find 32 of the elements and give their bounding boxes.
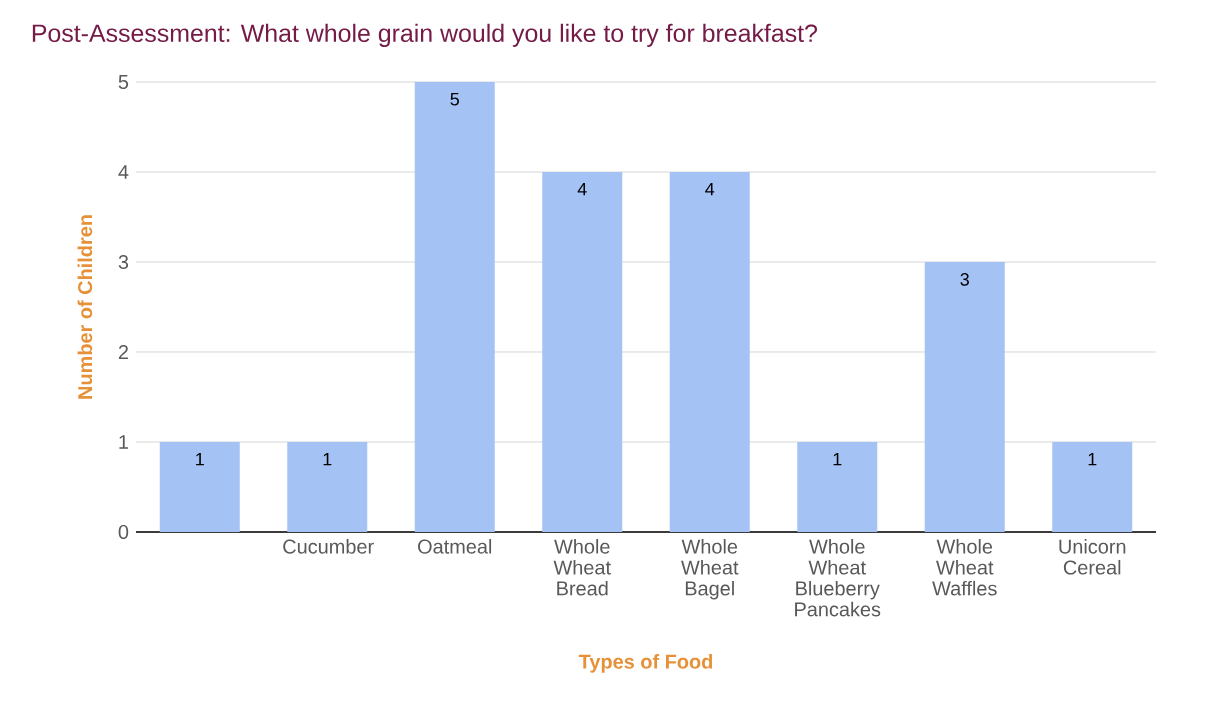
data-label: 1 [1088, 453, 1097, 466]
y-tick-label: 0 [118, 524, 129, 540]
data-label: 5 [450, 93, 459, 106]
data-label: 3 [960, 273, 969, 286]
bar [414, 82, 495, 532]
x-tick-label: Cucumber [283, 539, 374, 554]
x-tick-label: Unicorn Cereal [1059, 539, 1126, 575]
chart-title: Post-Assessment: What whole grain would you like to try for breakfast? [32, 23, 818, 47]
bar [669, 172, 750, 532]
x-axis-title: Types of Food [578, 654, 713, 673]
bar [797, 442, 878, 532]
bar [1052, 442, 1133, 532]
data-label: 1 [323, 453, 332, 466]
bar [287, 442, 368, 532]
x-tick-label: Whole Wheat Blueberry Pancakes [795, 539, 881, 617]
x-tick-label: Whole Wheat Waffles [932, 539, 997, 596]
y-tick-label: 1 [119, 435, 128, 449]
data-label: 1 [833, 453, 842, 466]
x-tick-label: Oatmeal [418, 539, 492, 554]
bar [159, 442, 240, 532]
y-tick-label: 4 [118, 165, 129, 179]
y-tick-label: 3 [118, 254, 129, 270]
x-tick-label: Whole Wheat Bagel [681, 539, 739, 600]
data-label: 1 [196, 453, 204, 466]
data-label: 4 [705, 183, 715, 196]
y-tick-label: 5 [118, 75, 129, 89]
data-label: 4 [577, 183, 587, 196]
y-tick-label: 2 [118, 345, 128, 359]
x-tick-label: Whole Wheat Bread [553, 539, 611, 596]
y-axis-title: Number of Children [77, 215, 93, 399]
bar [924, 262, 1005, 532]
bar [542, 172, 623, 532]
